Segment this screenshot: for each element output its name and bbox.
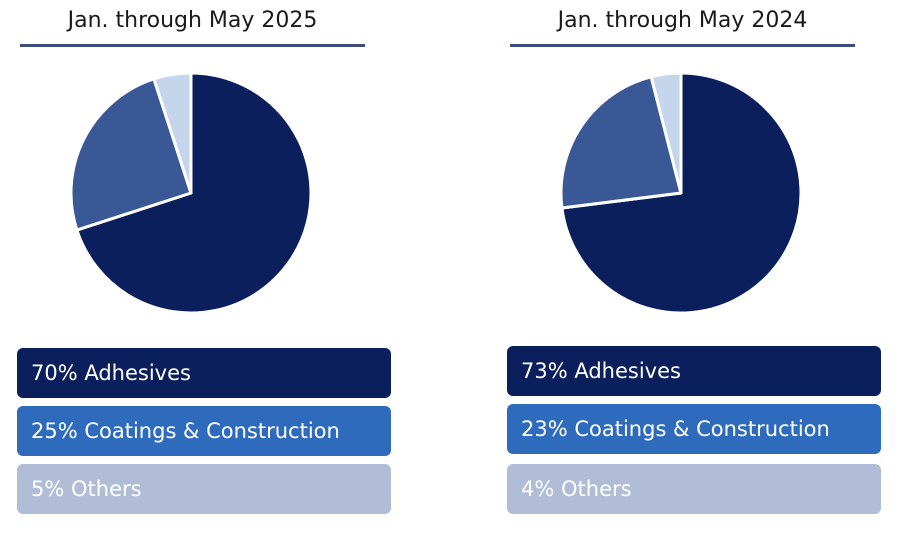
legend-item-adhesives: 70% Adhesives [17, 348, 391, 398]
pie-chart [69, 71, 313, 315]
pie-slice-others [152, 71, 193, 195]
legend-item-coatings-construction: 25% Coatings & Construction [17, 406, 391, 456]
chart-panel-2024: Jan. through May 2024 73% Adhesives 23% … [504, 0, 884, 542]
title-underline [20, 44, 365, 47]
chart-title: Jan. through May 2025 [67, 8, 318, 33]
title-underline [510, 44, 855, 47]
pie-slice-coatings-construction [69, 77, 193, 232]
pie-slice-coatings-construction [559, 75, 683, 210]
legend-label: 5% Others [31, 477, 142, 501]
legend-item-others: 5% Others [17, 464, 391, 514]
legend-label: 73% Adhesives [521, 359, 681, 383]
legend-item-others: 4% Others [507, 464, 881, 514]
pie-slice-others [649, 71, 683, 195]
legend-item-adhesives: 73% Adhesives [507, 346, 881, 396]
pie-chart [559, 71, 803, 315]
legend-label: 25% Coatings & Construction [31, 419, 340, 443]
legend-label: 4% Others [521, 477, 632, 501]
chart-title: Jan. through May 2024 [557, 8, 808, 33]
legend-label: 70% Adhesives [31, 361, 191, 385]
legend-label: 23% Coatings & Construction [521, 417, 830, 441]
legend-item-coatings-construction: 23% Coatings & Construction [507, 404, 881, 454]
pie-slice-adhesives [75, 71, 313, 315]
chart-panel-2025: Jan. through May 2025 70% Adhesives 25% … [14, 0, 394, 542]
